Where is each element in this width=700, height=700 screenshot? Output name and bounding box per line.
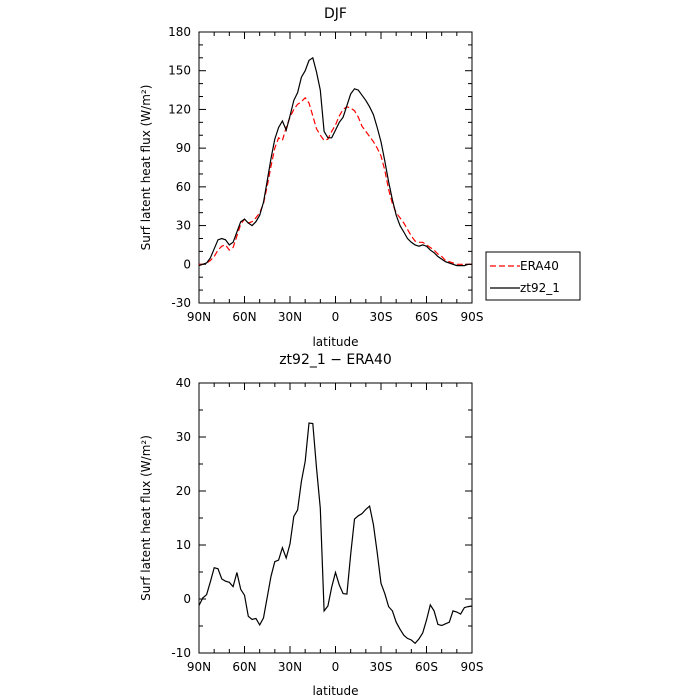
plot-frame (198, 31, 473, 304)
legend-label: zt92_1 (520, 281, 560, 295)
x-tick-label: 60N (232, 310, 256, 324)
legend-box (485, 251, 581, 301)
y-tick-label: 180 (168, 25, 191, 39)
chart-title: DJF (324, 6, 347, 22)
y-tick-label: 10 (176, 538, 191, 552)
y-tick-label: 0 (183, 257, 191, 271)
series-line-0 (198, 422, 473, 645)
x-tick-label: 90N (187, 310, 211, 324)
x-tick-label: 60S (415, 310, 438, 324)
y-tick-label: 90 (176, 141, 191, 155)
chart-title: zt92_1 − ERA40 (279, 352, 392, 368)
x-tick-label: 90S (461, 310, 484, 324)
x-axis-label: latitude (312, 335, 358, 349)
y-tick-label: 30 (176, 430, 191, 444)
y-tick-label: -30 (171, 296, 191, 310)
x-tick-label: 30S (370, 660, 393, 674)
y-tick-label: 150 (168, 64, 191, 78)
x-tick-label: 90N (187, 660, 211, 674)
x-tick-label: 60S (415, 660, 438, 674)
x-tick-label: 30N (278, 310, 302, 324)
plot-frame (198, 382, 473, 654)
x-axis-label: latitude (312, 684, 358, 698)
y-axis-label: Surf latent heat flux (W/m²) (139, 85, 153, 251)
y-tick-label: 120 (168, 102, 191, 116)
panel-djf: 90N 60N 30N 0 30S 60S 90S -30 0 30 60 90 120 150 180 DJ… (139, 6, 581, 349)
y-tick-label: 30 (176, 219, 191, 233)
y-tick-label: 40 (176, 376, 191, 390)
y-tick-label: 0 (183, 592, 191, 606)
x-tick-label: 0 (332, 310, 340, 324)
series-line-zt92-1 (198, 56, 472, 267)
x-tick-label: 30N (278, 660, 302, 674)
legend-label: ERA40 (520, 259, 559, 273)
x-tick-label: 90S (461, 660, 484, 674)
series-line-era40 (199, 96, 472, 265)
x-tick-label: 0 (332, 660, 340, 674)
y-tick-label: 60 (176, 180, 191, 194)
panel-difference: 90N 60N 30N 0 30S 60S 90S -10 0 10 20 30 40 zt92_1 − … (139, 352, 483, 698)
legend: ERA40 zt92_1 (485, 251, 581, 301)
y-tick-label: 20 (176, 484, 191, 498)
x-tick-label: 30S (370, 310, 393, 324)
y-tick-label: -10 (171, 646, 191, 660)
x-tick-label: 60N (232, 660, 256, 674)
y-axis-label: Surf latent heat flux (W/m²) (139, 435, 153, 601)
